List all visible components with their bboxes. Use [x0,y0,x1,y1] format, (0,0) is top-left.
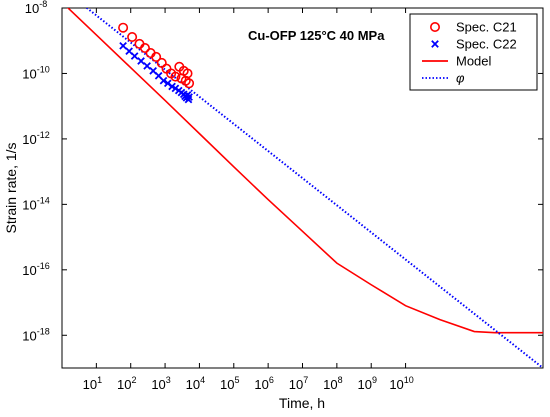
c21-point [156,57,167,68]
legend-marker [429,21,440,32]
series-layer [66,8,543,368]
y-tick-label: 10-10 [22,64,49,81]
y-tick-label: 10-14 [22,195,49,212]
c21-point [139,42,150,53]
y-tick-label: 10-16 [22,261,49,278]
c21-point [118,22,129,33]
legend-label: Spec. C22 [456,37,517,52]
x-tick-label: 101 [83,375,102,392]
y-axis-label: Strain rate, 1/s [3,142,19,233]
c22-point [185,93,193,101]
c21-point [127,31,138,42]
y-tick-label: 10-8 [25,0,47,16]
x-tick-label: 103 [151,375,170,392]
legend-label: Model [456,54,492,69]
y-tick-label: 10-12 [22,130,49,147]
x-axis-ticks: 101 102 103 104 105 106 107 108 109 1010 [83,8,414,392]
x-tick-label: 1010 [389,375,413,392]
c22-point [137,57,145,65]
x-tick-label: 109 [357,375,376,392]
c22-point [143,62,151,70]
x-tick-label: 107 [289,375,308,392]
x-tick-label: 104 [186,375,205,392]
c22-point [159,76,168,85]
c21-point [182,68,193,79]
c21-point [184,78,195,89]
legend-marker [431,40,439,48]
x-axis-label: Time, h [279,395,325,411]
c22-point [119,41,127,50]
legend: Spec. C21 Spec. C22 Model φ [409,13,538,91]
c22-point [130,52,139,60]
chart-title: Cu-OFP 125°C 40 MPa [248,28,385,43]
x-tick-label: 108 [323,375,342,392]
legend-label: φ [456,71,465,86]
y-tick-label: 10-18 [22,326,49,343]
x-tick-label: 106 [254,375,273,392]
y-axis-ticks: 10-18 10-16 10-14 10-12 10-10 10-8 [22,0,543,343]
model-line [66,8,543,334]
c21-point [151,51,162,62]
c21-point [170,71,181,82]
legend-label: Spec. C21 [456,20,517,35]
x-tick-label: 105 [220,375,239,392]
legend-items: Spec. C21 Spec. C22 Model φ [422,20,517,86]
x-tick-label: 102 [117,375,136,392]
